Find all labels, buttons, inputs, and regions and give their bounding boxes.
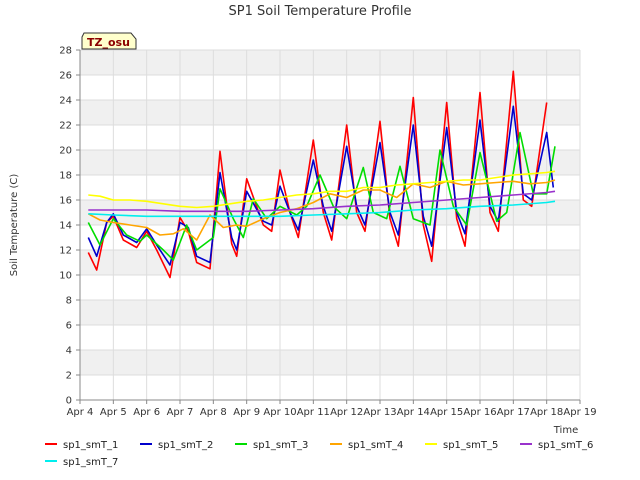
x-tick-label: Apr 18 <box>530 407 563 418</box>
series-layer <box>87 70 556 279</box>
series-line-sp1_smT_3 <box>87 131 556 261</box>
y-tick-label: 16 <box>59 196 72 207</box>
x-tick-label: Apr 12 <box>330 407 363 418</box>
x-tick-label: Apr 17 <box>497 407 530 418</box>
badge-label: TZ_osu <box>87 36 130 49</box>
plot-band <box>80 275 580 300</box>
x-axis-label: Time <box>553 425 578 436</box>
y-tick-label: 24 <box>59 96 72 107</box>
y-tick-label: 26 <box>59 71 72 82</box>
y-tick-label: 28 <box>59 46 72 57</box>
x-tick-label: Apr 6 <box>133 407 160 418</box>
y-tick-label: 12 <box>59 246 72 257</box>
x-tick-label: Apr 5 <box>100 407 127 418</box>
legend-label-sp1_smT_5: sp1_smT_5 <box>443 440 498 451</box>
x-tick-label: Apr 9 <box>233 407 260 418</box>
plot-band <box>80 375 580 400</box>
x-tick-label: Apr 13 <box>363 407 396 418</box>
plot-area <box>80 50 580 400</box>
series-line-sp1_smT_4 <box>87 179 556 241</box>
plot-band <box>80 150 580 175</box>
x-tick-label: Apr 14 <box>397 407 430 418</box>
y-tick-label: 22 <box>59 121 72 132</box>
x-tick-label: Apr 10 <box>263 407 296 418</box>
plot-band <box>80 75 580 100</box>
y-axis-label: Soil Temperature (C) <box>9 174 20 277</box>
badge-shape <box>81 32 137 50</box>
y-tick-label: 2 <box>66 371 72 382</box>
y-tick-label: 0 <box>66 396 72 407</box>
plot-band <box>80 50 580 75</box>
y-tick-label: 8 <box>66 296 72 307</box>
y-tick-label: 10 <box>59 271 72 282</box>
x-tick-label: Apr 4 <box>67 407 94 418</box>
legend-label-sp1_smT_7: sp1_smT_7 <box>63 457 118 468</box>
x-tick-label: Apr 19 <box>563 407 596 418</box>
plot-band <box>80 325 580 350</box>
y-tick-label: 6 <box>66 321 72 332</box>
series-line-sp1_smT_2 <box>87 105 555 266</box>
y-tick-label: 14 <box>59 221 72 232</box>
plot-band <box>80 125 580 150</box>
legend-label-sp1_smT_3: sp1_smT_3 <box>253 440 308 451</box>
x-tick-label: Apr 16 <box>463 407 496 418</box>
chart-title: SP1 Soil Temperature Profile <box>229 4 412 19</box>
x-tick-label: Apr 7 <box>167 407 194 418</box>
station-badge: TZ_osu <box>81 32 137 50</box>
legend-label-sp1_smT_1: sp1_smT_1 <box>63 440 118 451</box>
legend-label-sp1_smT_2: sp1_smT_2 <box>158 440 213 451</box>
x-tick-label: Apr 15 <box>430 407 463 418</box>
y-tick-label: 18 <box>59 171 72 182</box>
y-tick-label: 20 <box>59 146 72 157</box>
x-tick-label: Apr 11 <box>297 407 330 418</box>
series-line-sp1_smT_7 <box>88 200 556 218</box>
plot-band <box>80 300 580 325</box>
plot-band <box>80 350 580 375</box>
legend-label-sp1_smT_4: sp1_smT_4 <box>348 440 403 451</box>
series-line-sp1_smT_6 <box>88 190 556 213</box>
series-line-sp1_smT_1 <box>87 70 548 279</box>
plot-band <box>80 200 580 225</box>
x-tick-label: Apr 8 <box>200 407 227 418</box>
legend: sp1_smT_1 sp1_smT_2 sp1_smT_3 sp1_smT_4 sp1_… <box>45 440 593 468</box>
plot-band <box>80 100 580 125</box>
plot-band <box>80 250 580 275</box>
legend-label-sp1_smT_6: sp1_smT_6 <box>538 440 593 451</box>
series-line-sp1_smT_5 <box>88 170 556 209</box>
y-tick-label: 4 <box>66 346 72 357</box>
